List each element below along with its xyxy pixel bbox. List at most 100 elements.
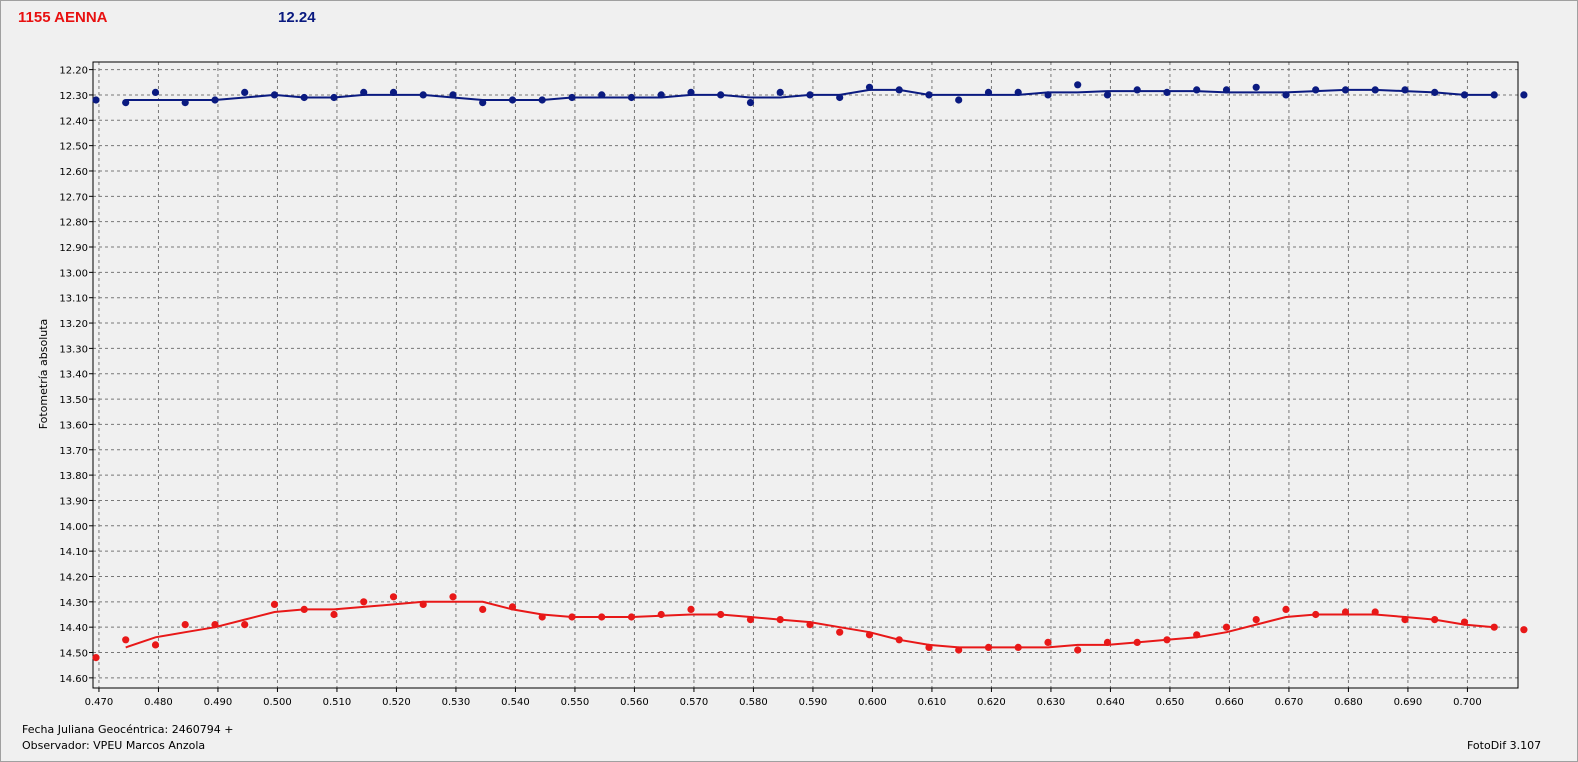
reference-magnitude: 12.24 [278,9,316,26]
data-point-series-2 [746,616,755,624]
data-point-series-2 [687,605,695,614]
data-point-series-1 [300,93,308,102]
y-tick-label: 14.50 [59,649,88,660]
data-point-series-2 [657,610,665,619]
y-tick-label: 13.90 [59,496,88,507]
data-point-series-1 [330,93,338,102]
data-point-series-2 [538,613,546,621]
data-point-series-2 [598,613,606,621]
data-point-series-1 [1252,83,1260,91]
data-point-series-1 [479,99,487,107]
data-point-series-1 [1341,86,1350,94]
x-tick-label: 0.590 [799,697,828,708]
data-point-series-2 [627,613,636,621]
x-tick-label: 0.610 [918,697,947,708]
data-point-series-2 [955,646,963,654]
y-axis-label: Fotometría absoluta [37,319,50,430]
data-point-series-2 [984,643,993,652]
data-point-series-2 [836,628,844,636]
x-tick-label: 0.680 [1334,697,1363,708]
data-point-series-1 [1103,91,1112,99]
data-point-series-2 [1044,638,1052,647]
data-point-series-1 [598,91,606,99]
data-point-series-2 [568,613,576,621]
data-point-series-2 [776,616,784,624]
y-tick-label: 13.40 [59,370,88,381]
observer-label: Observador: VPEU Marcos Anzola [22,739,206,752]
data-point-series-1 [1520,91,1528,99]
data-point-series-1 [1074,81,1082,89]
data-point-series-2 [1312,610,1320,619]
y-tick-label: 13.50 [59,395,88,406]
y-tick-label: 13.20 [59,319,88,330]
x-tick-label: 0.540 [501,697,530,708]
data-point-series-2 [419,600,427,609]
x-tick-label: 0.570 [680,697,709,708]
data-point-series-2 [1341,608,1350,616]
data-point-series-2 [1014,643,1022,652]
x-tick-label: 0.690 [1394,697,1423,708]
data-point-series-2 [1252,616,1260,624]
data-point-series-1 [865,83,874,91]
x-tick-label: 0.660 [1215,697,1244,708]
y-tick-label: 12.60 [59,167,88,178]
data-point-series-1 [419,91,427,99]
y-tick-label: 14.10 [59,547,88,558]
data-point-series-2 [270,600,279,609]
object-name: 1155 AENNA [18,9,108,26]
data-point-series-2 [330,610,338,619]
x-tick-label: 0.560 [620,697,649,708]
data-point-series-1 [955,96,963,104]
data-point-series-1 [568,93,576,102]
data-point-series-1 [1044,91,1052,99]
y-tick-label: 12.30 [59,91,88,102]
x-tick-label: 0.580 [739,697,768,708]
x-tick-label: 0.700 [1453,697,1482,708]
data-point-series-1 [776,88,784,96]
data-point-series-1 [1460,91,1469,99]
data-point-series-1 [449,91,457,99]
data-point-series-2 [806,621,814,629]
data-point-series-1 [360,88,368,96]
data-point-series-1 [270,91,279,99]
data-point-series-2 [1490,623,1498,631]
data-point-series-2 [479,605,487,614]
data-point-series-2 [717,610,725,619]
x-tick-label: 0.670 [1275,697,1304,708]
data-point-series-2 [389,593,398,601]
y-tick-label: 14.30 [59,598,88,609]
data-point-series-1 [925,91,933,99]
data-point-series-2 [360,598,368,606]
y-tick-label: 12.80 [59,218,88,229]
data-point-series-1 [717,91,725,99]
y-tick-label: 14.00 [59,522,88,533]
data-point-series-1 [657,91,665,99]
data-point-series-2 [300,605,308,614]
x-tick-label: 0.480 [144,697,173,708]
data-point-series-2 [1431,616,1439,624]
y-tick-label: 14.60 [59,674,88,685]
data-point-series-2 [181,621,189,629]
data-point-series-1 [181,99,189,107]
data-point-series-1 [1490,91,1498,99]
data-point-series-1 [1163,88,1171,96]
data-point-series-1 [151,88,160,96]
data-point-series-1 [1312,86,1320,94]
x-tick-label: 0.490 [204,697,233,708]
data-point-series-1 [241,88,249,96]
data-point-series-1 [806,91,814,99]
y-tick-label: 12.50 [59,142,88,153]
y-tick-label: 13.30 [59,344,88,355]
data-point-series-1 [687,88,695,96]
data-point-series-1 [1014,88,1022,96]
data-point-series-1 [1222,86,1231,94]
data-point-series-1 [627,93,636,102]
data-point-series-1 [746,99,755,107]
x-tick-label: 0.620 [977,697,1006,708]
data-point-series-1 [92,96,100,104]
data-point-series-2 [895,636,903,644]
data-point-series-1 [1371,86,1379,94]
data-point-series-2 [508,603,517,611]
data-point-series-1 [836,93,844,102]
x-tick-label: 0.520 [382,697,411,708]
